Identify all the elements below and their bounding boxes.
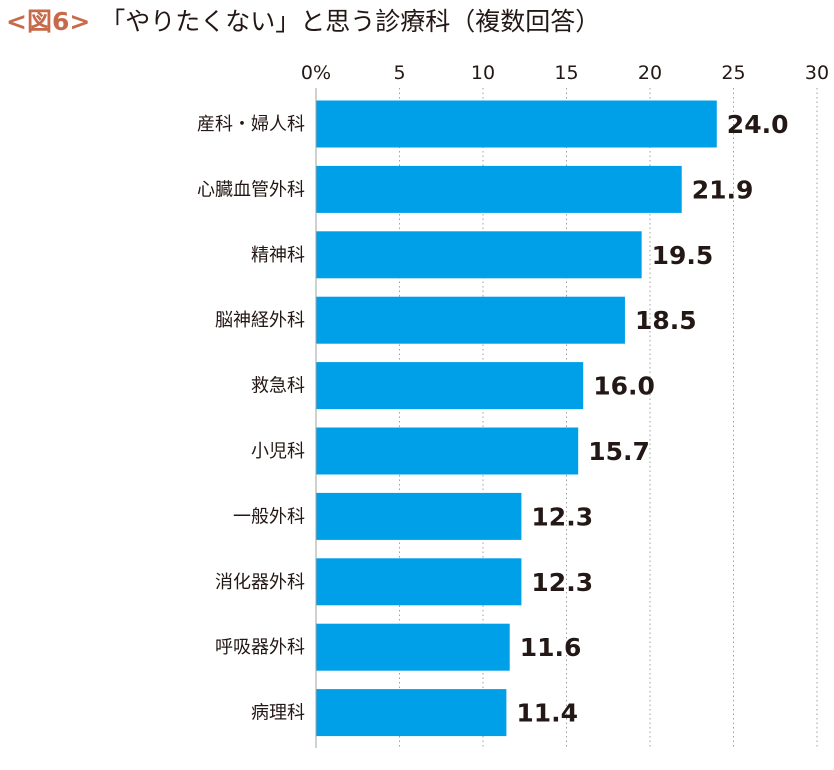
category-label: 産科・婦人科 <box>197 114 305 135</box>
bar <box>316 623 510 671</box>
value-label: 16.0 <box>593 372 655 401</box>
value-label: 11.4 <box>516 699 578 728</box>
category-label: 呼吸器外科 <box>215 637 305 658</box>
chart-title: <図6> 「やりたくない」と思う診療科（複数回答） <box>6 4 600 40</box>
bar <box>316 362 584 410</box>
x-tick-label: 30 <box>805 62 829 84</box>
value-label: 11.6 <box>520 633 582 662</box>
x-tick-label: 10 <box>471 62 495 84</box>
category-label: 救急科 <box>251 376 305 397</box>
x-axis-ticks: 0% 5 10 15 20 25 30 <box>301 62 829 84</box>
chart-title-text: 「やりたくない」と思う診療科（複数回答） <box>100 7 601 36</box>
x-tick-label: 5 <box>393 62 405 84</box>
bar <box>316 100 717 148</box>
bar <box>316 689 507 737</box>
bars <box>316 100 717 737</box>
bar <box>316 427 579 475</box>
category-label: 心臓血管外科 <box>197 179 305 200</box>
value-label: 15.7 <box>588 437 650 466</box>
category-labels: 産科・婦人科心臓血管外科精神科脳神経外科救急科小児科一般外科消化器外科呼吸器外科… <box>197 114 305 724</box>
category-label: 精神科 <box>251 245 305 266</box>
category-label: 病理科 <box>251 703 305 724</box>
value-label: 18.5 <box>635 306 697 335</box>
category-label: 脳神経外科 <box>215 310 305 331</box>
x-tick-label: 20 <box>638 62 662 84</box>
value-labels: 24.0 21.9 19.5 18.5 16.0 15.7 12.3 12.3 11.6 11.4 <box>516 110 788 728</box>
bar <box>316 231 642 279</box>
x-tick-label: 15 <box>554 62 578 84</box>
value-label: 24.0 <box>727 110 789 139</box>
category-label: 小児科 <box>251 441 305 462</box>
bar <box>316 165 682 213</box>
category-label: 一般外科 <box>233 506 305 527</box>
bar <box>316 296 625 344</box>
value-label: 12.3 <box>531 568 593 597</box>
x-tick-label: 25 <box>721 62 745 84</box>
bar <box>316 558 522 606</box>
category-label: 消化器外科 <box>215 572 305 593</box>
bar <box>316 492 522 540</box>
value-label: 21.9 <box>692 175 754 204</box>
x-tick-label: 0% <box>301 62 331 84</box>
figure-label: <図6> <box>6 7 91 36</box>
value-label: 12.3 <box>531 502 593 531</box>
value-label: 19.5 <box>652 241 714 270</box>
